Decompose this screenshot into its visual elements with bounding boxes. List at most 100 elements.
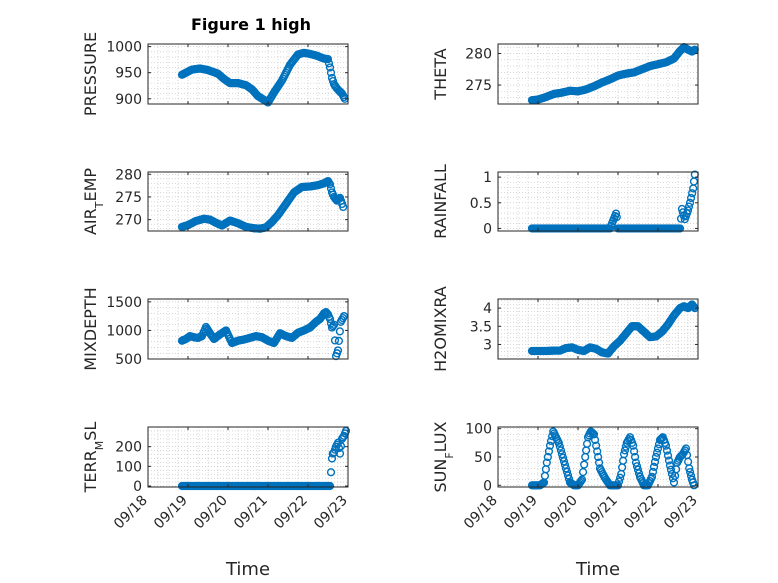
data-point	[662, 446, 672, 455]
subplot-h2omixra: 3 3.5 4 H2OMIXRA	[431, 286, 699, 372]
subplot-terr_msl: 0 100 200 09/18 09/19 09/20 09/21 09/22 09/23 TER…	[81, 422, 351, 580]
subplot-sun_flux: 0 50 100 09/18 09/19 09/20 09/21 09/22 09/23 SUNF…	[431, 421, 701, 580]
data-point	[559, 457, 569, 466]
data-point	[614, 477, 624, 486]
x-tick-label: 09/19	[501, 493, 541, 533]
y-tick-label: 4	[483, 301, 492, 317]
y-tick-label: 3	[483, 337, 492, 353]
data-point	[646, 474, 656, 484]
y-tick-label: 275	[465, 78, 492, 94]
y-tick-label: 100	[465, 422, 492, 438]
data-point	[685, 198, 695, 207]
data-point	[610, 211, 620, 221]
data-point	[688, 301, 698, 310]
data-point	[580, 460, 589, 469]
data-point	[633, 465, 643, 474]
y-tick-label: 3.5	[470, 319, 492, 335]
data-point	[689, 46, 698, 55]
data-point	[663, 451, 673, 460]
data-point	[338, 313, 348, 323]
data-point	[684, 303, 694, 312]
y-tick-label: 275	[115, 190, 142, 206]
y-tick-label: 1000	[106, 323, 142, 339]
data-point	[630, 452, 640, 462]
y-tick-label: 270	[115, 213, 142, 229]
data-point	[688, 478, 698, 487]
y-tick-label: 0	[483, 478, 492, 494]
data-point	[560, 460, 570, 469]
data-point	[686, 467, 695, 477]
y-tick-label: 1500	[106, 295, 142, 311]
data-point	[334, 336, 344, 346]
data-point	[620, 446, 630, 455]
data-point	[541, 465, 550, 474]
y-axis-label: AIRTEMP	[81, 168, 106, 235]
subplot-mixdepth: 500 1000 1500 MIXDEPTH	[81, 287, 349, 371]
data-point	[324, 481, 334, 491]
data-point	[589, 430, 599, 439]
y-tick-label: 1	[483, 170, 492, 186]
data-point	[543, 452, 552, 462]
x-tick-label: 09/20	[191, 493, 231, 533]
plot-area	[498, 172, 698, 231]
subplot-rainfall: 0 0.5 1 RAINFALL	[431, 164, 699, 239]
x-tick-label: 09/20	[541, 493, 581, 533]
data-point	[326, 68, 336, 77]
data-point	[650, 457, 660, 467]
data-point	[558, 453, 568, 462]
data-point	[326, 468, 336, 477]
data-point	[563, 471, 573, 480]
x-tick-label: 09/19	[151, 493, 191, 533]
subplot-theta: 275 280 THETA	[431, 43, 699, 105]
x-tick-label: 09/23	[311, 493, 351, 533]
data-point	[544, 447, 554, 456]
series-points	[527, 170, 699, 233]
x-tick-label: 09/23	[661, 493, 701, 533]
y-axis-label: H2OMIXRA	[431, 286, 450, 372]
y-axis-label: PRESSURE	[81, 32, 100, 116]
series-points	[177, 308, 349, 361]
data-point	[339, 92, 348, 102]
x-tick-label: 09/21	[231, 493, 271, 533]
data-point	[338, 199, 347, 209]
data-point	[666, 465, 676, 474]
y-tick-label: 50	[474, 450, 492, 466]
data-point	[555, 442, 564, 451]
y-axis-label: MIXDEPTH	[81, 287, 100, 370]
data-point	[593, 447, 602, 456]
y-tick-label: 200	[115, 440, 142, 456]
y-axis-label: THETA	[431, 48, 450, 100]
data-point	[689, 302, 698, 311]
data-point	[594, 452, 603, 462]
data-point	[335, 327, 344, 336]
data-point	[562, 467, 572, 476]
data-point	[335, 449, 345, 458]
x-tick-label: 09/22	[621, 493, 661, 533]
data-point	[674, 224, 684, 233]
data-point	[665, 461, 675, 470]
y-tick-label: 100	[115, 459, 142, 475]
series-points	[177, 426, 351, 491]
x-tick-label: 09/22	[271, 493, 311, 533]
data-point	[575, 478, 585, 487]
series-points	[527, 300, 699, 358]
axes-box	[497, 43, 699, 105]
y-axis-label: RAINFALL	[431, 164, 450, 239]
series-points	[527, 43, 699, 105]
data-point	[616, 473, 625, 482]
axes-box	[497, 298, 699, 360]
data-point	[557, 450, 567, 459]
data-point	[651, 452, 661, 462]
data-point	[652, 448, 662, 457]
data-point	[322, 54, 332, 64]
data-point	[330, 445, 340, 454]
data-point	[684, 202, 694, 211]
data-point	[325, 63, 335, 72]
y-tick-label: 500	[115, 352, 142, 368]
axes-box	[497, 171, 699, 232]
y-axis-label: SUNFLUX	[431, 421, 456, 492]
y-tick-label: 1000	[106, 40, 142, 56]
series-points	[177, 176, 348, 233]
data-point	[632, 462, 642, 471]
